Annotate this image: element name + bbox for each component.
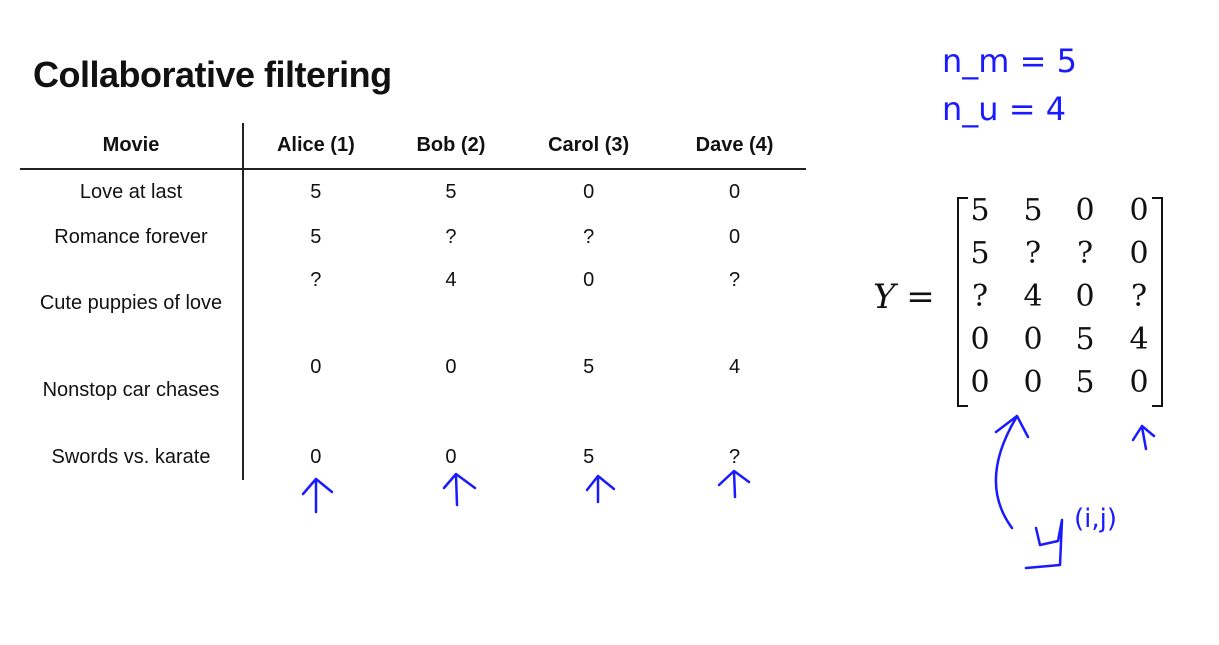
rating-cell: 0 xyxy=(310,445,322,468)
matrix-lhs: Y = xyxy=(873,277,935,317)
matrix-cell: 0 xyxy=(1075,279,1095,314)
header-alice: Alice (1) xyxy=(243,123,388,170)
table-row: Cute puppies of love ? 4 0 ? xyxy=(20,260,806,347)
movie-title: Cute puppies of love xyxy=(20,260,244,347)
rating-cell: 0 xyxy=(583,181,595,203)
rating-cell: 0 xyxy=(445,445,457,468)
matrix-cell: 5 xyxy=(1075,322,1095,357)
rating-cell: 5 xyxy=(310,181,322,203)
matrix-cell: 5 xyxy=(970,236,990,271)
matrix-cell: ? xyxy=(971,279,989,314)
slide-title: Collaborative filtering xyxy=(33,54,392,95)
rating-cell: 0 xyxy=(310,356,322,378)
matrix-cell: 0 xyxy=(1129,365,1149,400)
movie-title: Swords vs. karate xyxy=(20,434,244,480)
matrix-cell: ? xyxy=(1024,236,1042,271)
rating-cell: 0 xyxy=(445,356,457,378)
rating-cell: 0 xyxy=(728,181,741,203)
header-carol: Carol (3) xyxy=(514,123,664,170)
matrix-cell: 0 xyxy=(970,322,990,357)
nm-annotation: n_m = 5 xyxy=(942,42,1077,80)
rating-cell: 0 xyxy=(583,269,595,291)
matrix-cell: 4 xyxy=(1129,322,1149,357)
rating-cell: 5 xyxy=(583,356,595,378)
ratings-table: Movie Alice (1) Bob (2) Carol (3) Dave (… xyxy=(20,123,806,480)
y-symbol-stroke xyxy=(1024,518,1064,570)
matrix-cell: ? xyxy=(1076,236,1094,271)
matrix-cell: 0 xyxy=(1075,193,1095,228)
matrix-cell: 5 xyxy=(970,193,990,228)
rating-cell: 4 xyxy=(445,269,457,291)
movie-title: Love at last xyxy=(20,169,244,215)
matrix-cell: 0 xyxy=(1129,193,1149,228)
matrix-cell: 0 xyxy=(970,365,990,400)
up-arrow-icon xyxy=(717,469,751,499)
up-arrow-icon xyxy=(301,477,334,514)
rating-cell: ? xyxy=(310,269,322,291)
matrix-cell: 5 xyxy=(1023,193,1043,228)
header-dave: Dave (4) xyxy=(663,123,806,170)
matrix-y-symbol: Y xyxy=(873,277,896,317)
movie-title: Nonstop car chases xyxy=(20,347,244,434)
matrix-cell: 0 xyxy=(1129,236,1149,271)
rating-cell: ? xyxy=(445,226,457,248)
table-row: Love at last 5 5 0 0 xyxy=(20,169,806,215)
rating-cell: 5 xyxy=(445,181,457,203)
rating-cell: ? xyxy=(728,269,741,291)
rating-cell: 0 xyxy=(728,226,741,248)
curved-arrow-icon xyxy=(994,414,1030,530)
header-movie: Movie xyxy=(20,123,244,170)
matrix-equals: = xyxy=(906,277,935,317)
rating-cell: 5 xyxy=(583,445,595,468)
matrix-cell: ? xyxy=(1130,279,1148,314)
up-arrow-icon xyxy=(1131,424,1156,451)
table-row: Romance forever 5 ? ? 0 xyxy=(20,215,806,260)
matrix-cell: 0 xyxy=(1023,365,1043,400)
table-header-row: Movie Alice (1) Bob (2) Carol (3) Dave (… xyxy=(20,123,806,170)
rating-cell: ? xyxy=(728,445,741,468)
rating-cell: 5 xyxy=(310,226,322,248)
rating-cell: ? xyxy=(583,226,595,248)
table-row: Swords vs. karate 0 0 5 ? xyxy=(20,434,806,480)
rating-cell: 4 xyxy=(728,356,741,378)
matrix-cell: 4 xyxy=(1023,279,1043,314)
matrix-cell: 5 xyxy=(1075,365,1095,400)
table-row: Nonstop car chases 0 0 5 4 xyxy=(20,347,806,434)
up-arrow-icon xyxy=(442,472,477,507)
matrix-cell: 0 xyxy=(1023,322,1043,357)
up-arrow-icon xyxy=(585,474,616,504)
header-bob: Bob (2) xyxy=(387,123,515,170)
movie-title: Romance forever xyxy=(20,215,244,260)
y-superscript: (i,j) xyxy=(1074,504,1117,534)
nu-annotation: n_u = 4 xyxy=(942,90,1066,128)
